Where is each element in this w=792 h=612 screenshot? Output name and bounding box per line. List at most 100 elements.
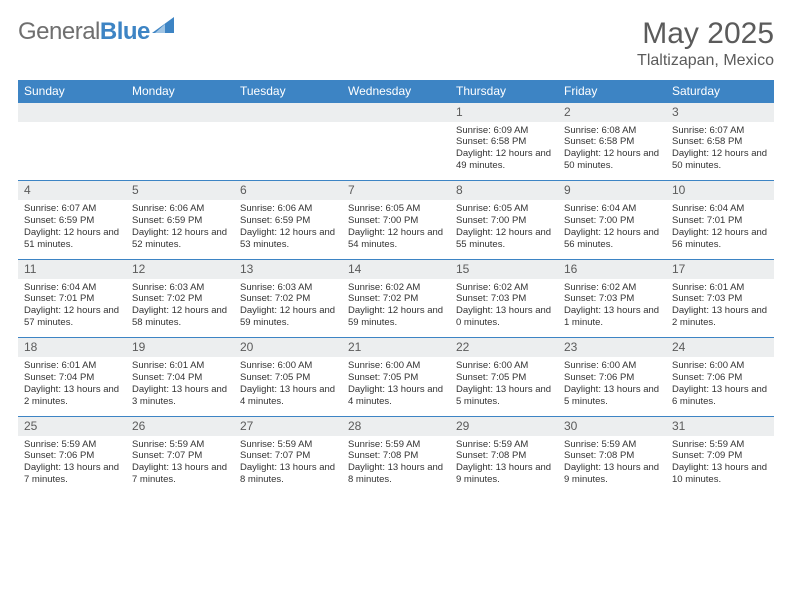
day-body: Sunrise: 6:04 AMSunset: 7:01 PMDaylight:… <box>666 200 774 259</box>
calendar-cell: 22Sunrise: 6:00 AMSunset: 7:05 PMDayligh… <box>450 338 558 417</box>
sunset-text: Sunset: 6:59 PM <box>240 215 336 227</box>
sunrise-text: Sunrise: 6:01 AM <box>24 360 120 372</box>
day-number: 21 <box>342 338 450 357</box>
day-number: 5 <box>126 181 234 200</box>
day-body: Sunrise: 6:00 AMSunset: 7:05 PMDaylight:… <box>342 357 450 416</box>
day-number: 26 <box>126 417 234 436</box>
day-header: Wednesday <box>342 80 450 103</box>
daylight-text: Daylight: 12 hours and 54 minutes. <box>348 227 444 251</box>
calendar-cell: 25Sunrise: 5:59 AMSunset: 7:06 PMDayligh… <box>18 416 126 494</box>
calendar-cell: 21Sunrise: 6:00 AMSunset: 7:05 PMDayligh… <box>342 338 450 417</box>
sunrise-text: Sunrise: 6:06 AM <box>132 203 228 215</box>
day-number: 1 <box>450 103 558 122</box>
day-number: 20 <box>234 338 342 357</box>
day-number: 25 <box>18 417 126 436</box>
sunset-text: Sunset: 7:00 PM <box>564 215 660 227</box>
sunset-text: Sunset: 7:00 PM <box>456 215 552 227</box>
sunrise-text: Sunrise: 6:00 AM <box>456 360 552 372</box>
daylight-text: Daylight: 13 hours and 5 minutes. <box>456 384 552 408</box>
logo-text-blue: Blue <box>100 18 150 46</box>
sunset-text: Sunset: 7:01 PM <box>672 215 768 227</box>
calendar-cell: 17Sunrise: 6:01 AMSunset: 7:03 PMDayligh… <box>666 259 774 338</box>
day-number: 3 <box>666 103 774 122</box>
calendar-week: 25Sunrise: 5:59 AMSunset: 7:06 PMDayligh… <box>18 416 774 494</box>
calendar-body: 1Sunrise: 6:09 AMSunset: 6:58 PMDaylight… <box>18 102 774 494</box>
day-number: 7 <box>342 181 450 200</box>
daylight-text: Daylight: 13 hours and 2 minutes. <box>24 384 120 408</box>
daylight-text: Daylight: 12 hours and 51 minutes. <box>24 227 120 251</box>
daylight-text: Daylight: 12 hours and 57 minutes. <box>24 305 120 329</box>
day-header: Friday <box>558 80 666 103</box>
day-body: Sunrise: 6:02 AMSunset: 7:03 PMDaylight:… <box>450 279 558 338</box>
sunrise-text: Sunrise: 6:02 AM <box>564 282 660 294</box>
sunset-text: Sunset: 7:00 PM <box>348 215 444 227</box>
day-number: 9 <box>558 181 666 200</box>
daylight-text: Daylight: 12 hours and 59 minutes. <box>348 305 444 329</box>
sunrise-text: Sunrise: 6:06 AM <box>240 203 336 215</box>
daylight-text: Daylight: 13 hours and 1 minute. <box>564 305 660 329</box>
daylight-text: Daylight: 13 hours and 6 minutes. <box>672 384 768 408</box>
calendar-cell: 23Sunrise: 6:00 AMSunset: 7:06 PMDayligh… <box>558 338 666 417</box>
day-number: 15 <box>450 260 558 279</box>
sunset-text: Sunset: 6:58 PM <box>564 136 660 148</box>
calendar-cell: 4Sunrise: 6:07 AMSunset: 6:59 PMDaylight… <box>18 181 126 260</box>
logo-triangle-icon <box>152 17 174 33</box>
day-number: 13 <box>234 260 342 279</box>
sunrise-text: Sunrise: 6:04 AM <box>672 203 768 215</box>
daylight-text: Daylight: 13 hours and 8 minutes. <box>240 462 336 486</box>
sunset-text: Sunset: 7:05 PM <box>348 372 444 384</box>
calendar-cell: 2Sunrise: 6:08 AMSunset: 6:58 PMDaylight… <box>558 102 666 181</box>
day-number: 14 <box>342 260 450 279</box>
sunrise-text: Sunrise: 5:59 AM <box>348 439 444 451</box>
sunrise-text: Sunrise: 6:00 AM <box>240 360 336 372</box>
calendar-week: 11Sunrise: 6:04 AMSunset: 7:01 PMDayligh… <box>18 259 774 338</box>
day-body: Sunrise: 5:59 AMSunset: 7:07 PMDaylight:… <box>126 436 234 495</box>
sunset-text: Sunset: 7:06 PM <box>672 372 768 384</box>
calendar-cell: 20Sunrise: 6:00 AMSunset: 7:05 PMDayligh… <box>234 338 342 417</box>
calendar-cell: 1Sunrise: 6:09 AMSunset: 6:58 PMDaylight… <box>450 102 558 181</box>
sunrise-text: Sunrise: 6:05 AM <box>348 203 444 215</box>
day-number: 31 <box>666 417 774 436</box>
daylight-text: Daylight: 12 hours and 56 minutes. <box>564 227 660 251</box>
day-number: 8 <box>450 181 558 200</box>
sunset-text: Sunset: 7:06 PM <box>564 372 660 384</box>
day-number: 28 <box>342 417 450 436</box>
day-number <box>342 103 450 122</box>
daylight-text: Daylight: 13 hours and 0 minutes. <box>456 305 552 329</box>
header: General Blue May 2025 Tlaltizapan, Mexic… <box>18 18 774 70</box>
title-location: Tlaltizapan, Mexico <box>637 52 774 70</box>
sunrise-text: Sunrise: 5:59 AM <box>240 439 336 451</box>
sunset-text: Sunset: 6:59 PM <box>24 215 120 227</box>
day-body: Sunrise: 6:03 AMSunset: 7:02 PMDaylight:… <box>234 279 342 338</box>
sunset-text: Sunset: 7:04 PM <box>24 372 120 384</box>
calendar-table: SundayMondayTuesdayWednesdayThursdayFrid… <box>18 80 774 495</box>
calendar-cell: 12Sunrise: 6:03 AMSunset: 7:02 PMDayligh… <box>126 259 234 338</box>
sunrise-text: Sunrise: 5:59 AM <box>132 439 228 451</box>
day-number: 24 <box>666 338 774 357</box>
sunset-text: Sunset: 7:02 PM <box>240 293 336 305</box>
day-header-row: SundayMondayTuesdayWednesdayThursdayFrid… <box>18 80 774 103</box>
calendar-cell: 7 Sunrise: 6:05 AMSunset: 7:00 PMDaylight… <box>342 181 450 260</box>
daylight-text: Daylight: 12 hours and 53 minutes. <box>240 227 336 251</box>
sunset-text: Sunset: 7:07 PM <box>132 450 228 462</box>
calendar-cell: 30Sunrise: 5:59 AMSunset: 7:08 PMDayligh… <box>558 416 666 494</box>
day-body: Sunrise: 6:01 AMSunset: 7:04 PMDaylight:… <box>18 357 126 416</box>
sunrise-text: Sunrise: 6:07 AM <box>24 203 120 215</box>
daylight-text: Daylight: 13 hours and 9 minutes. <box>564 462 660 486</box>
sunrise-text: Sunrise: 6:00 AM <box>672 360 768 372</box>
sunset-text: Sunset: 7:08 PM <box>564 450 660 462</box>
daylight-text: Daylight: 13 hours and 10 minutes. <box>672 462 768 486</box>
calendar-cell: 28Sunrise: 5:59 AMSunset: 7:08 PMDayligh… <box>342 416 450 494</box>
day-body: Sunrise: 6:06 AMSunset: 6:59 PMDaylight:… <box>126 200 234 259</box>
calendar-cell: 6Sunrise: 6:06 AMSunset: 6:59 PMDaylight… <box>234 181 342 260</box>
calendar-cell: 26Sunrise: 5:59 AMSunset: 7:07 PMDayligh… <box>126 416 234 494</box>
day-body: Sunrise: 5:59 AMSunset: 7:09 PMDaylight:… <box>666 436 774 495</box>
calendar-head: SundayMondayTuesdayWednesdayThursdayFrid… <box>18 80 774 103</box>
day-body: Sunrise: 6:00 AMSunset: 7:05 PMDaylight:… <box>234 357 342 416</box>
day-number: 16 <box>558 260 666 279</box>
sunset-text: Sunset: 7:01 PM <box>24 293 120 305</box>
calendar-cell: 9Sunrise: 6:04 AMSunset: 7:00 PMDaylight… <box>558 181 666 260</box>
sunrise-text: Sunrise: 6:08 AM <box>564 125 660 137</box>
sunrise-text: Sunrise: 5:59 AM <box>456 439 552 451</box>
sunrise-text: Sunrise: 6:01 AM <box>132 360 228 372</box>
